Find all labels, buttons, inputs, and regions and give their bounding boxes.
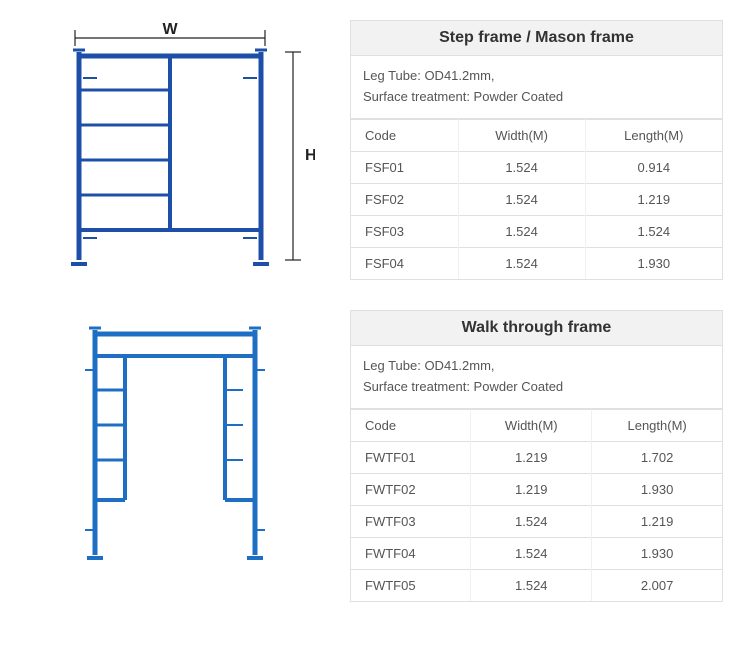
col-code: Code <box>351 119 458 151</box>
table-row: FWTF02 1.219 1.930 <box>351 473 722 505</box>
table-row: FSF03 1.524 1.524 <box>351 215 722 247</box>
height-label: H <box>305 147 315 164</box>
table-row: FWTF03 1.524 1.219 <box>351 505 722 537</box>
table-row: FWTF01 1.219 1.702 <box>351 441 722 473</box>
table-row: FSF01 1.524 0.914 <box>351 151 722 183</box>
mason-desc-line2: Surface treatment: Powder Coated <box>363 89 563 104</box>
walkthrough-desc-line1: Leg Tube: OD41.2mm, <box>363 358 495 373</box>
table-walkthrough: Walk through frame Leg Tube: OD41.2mm, S… <box>350 310 723 602</box>
mason-spec-table: Code Width(M) Length(M) FSF01 1.524 0.91… <box>351 119 722 279</box>
walkthrough-title: Walk through frame <box>351 311 722 346</box>
col-width: Width(M) <box>471 409 592 441</box>
section-mason: W H <box>20 20 723 280</box>
mason-title: Step frame / Mason frame <box>351 21 722 56</box>
table-row: FSF04 1.524 1.930 <box>351 247 722 279</box>
diagram-mason: W H <box>20 20 330 280</box>
mason-frame-svg: W H <box>35 20 315 280</box>
diagram-walkthrough <box>20 310 330 570</box>
col-length: Length(M) <box>585 119 722 151</box>
width-label: W <box>162 21 178 38</box>
table-mason: Step frame / Mason frame Leg Tube: OD41.… <box>350 20 723 280</box>
walkthrough-desc: Leg Tube: OD41.2mm, Surface treatment: P… <box>351 346 722 409</box>
col-code: Code <box>351 409 471 441</box>
mason-desc-line1: Leg Tube: OD41.2mm, <box>363 68 495 83</box>
walkthrough-desc-line2: Surface treatment: Powder Coated <box>363 379 563 394</box>
mason-desc: Leg Tube: OD41.2mm, Surface treatment: P… <box>351 56 722 119</box>
table-row: FWTF05 1.524 2.007 <box>351 569 722 601</box>
walkthrough-frame-svg <box>65 310 285 570</box>
col-length: Length(M) <box>592 409 722 441</box>
table-row: FWTF04 1.524 1.930 <box>351 537 722 569</box>
col-width: Width(M) <box>458 119 585 151</box>
walkthrough-spec-table: Code Width(M) Length(M) FWTF01 1.219 1.7… <box>351 409 722 601</box>
section-walkthrough: Walk through frame Leg Tube: OD41.2mm, S… <box>20 310 723 602</box>
table-row: FSF02 1.524 1.219 <box>351 183 722 215</box>
